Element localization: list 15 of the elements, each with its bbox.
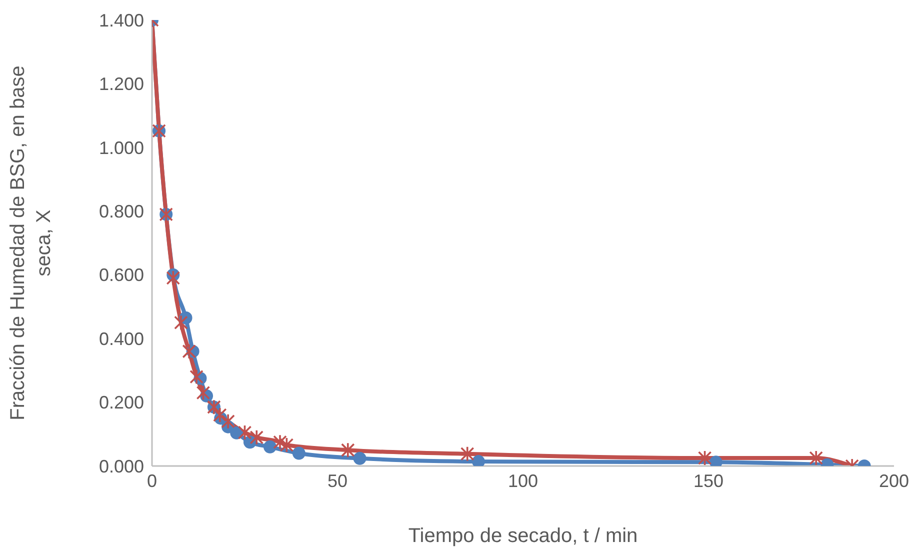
x-tick-label: 50	[327, 470, 348, 491]
y-tick-label: 0.600	[98, 265, 144, 286]
x-tick-label: 0	[146, 470, 158, 491]
x-axis-title: Tiempo de secado, t / min	[408, 525, 638, 547]
y-tick-label: 1.400	[98, 10, 144, 30]
x-tick-label: 200	[878, 470, 910, 491]
y-tick-label: 1.200	[98, 74, 144, 94]
y-axis-title: Fracción de Humedad de BSG, en base seca, X	[7, 66, 55, 420]
x-tick-label: 150	[693, 470, 724, 491]
y-tick-label: 0.200	[98, 392, 144, 413]
x-tick-label: 100	[508, 470, 538, 491]
y-tick-label: 0.800	[98, 202, 144, 222]
y-tick-label: 0.400	[98, 328, 144, 349]
y-tick-label: 1.000	[98, 138, 144, 158]
y-tick-label: 0.000	[98, 456, 144, 476]
